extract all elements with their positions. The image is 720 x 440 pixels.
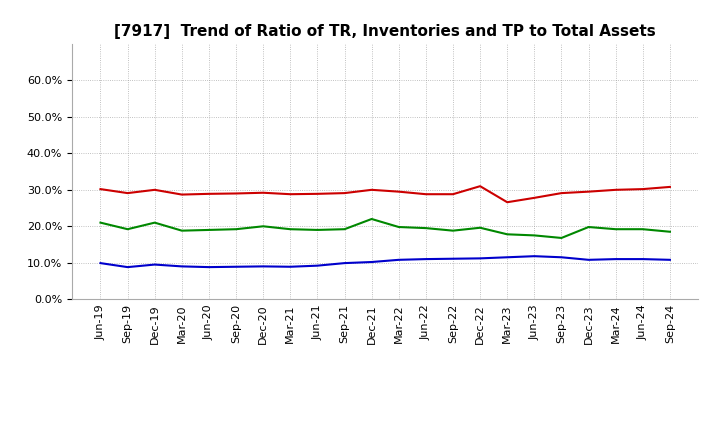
Trade Receivables [341, 191, 349, 196]
Trade Payables [476, 225, 485, 231]
Inventories [286, 264, 294, 269]
Trade Receivables [421, 191, 430, 197]
Trade Receivables [449, 191, 457, 197]
Inventories [639, 257, 647, 262]
Legend: Trade Receivables, Inventories, Trade Payables: Trade Receivables, Inventories, Trade Pa… [161, 438, 610, 440]
Trade Payables [449, 228, 457, 233]
Title: [7917]  Trend of Ratio of TR, Inventories and TP to Total Assets: [7917] Trend of Ratio of TR, Inventories… [114, 24, 656, 39]
Line: Inventories: Inventories [101, 256, 670, 267]
Trade Receivables [665, 184, 674, 190]
Trade Receivables [367, 187, 376, 192]
Trade Receivables [286, 191, 294, 197]
Trade Receivables [503, 200, 511, 205]
Trade Payables [584, 224, 593, 230]
Inventories [232, 264, 240, 269]
Trade Payables [367, 216, 376, 222]
Trade Receivables [611, 187, 620, 192]
Trade Payables [286, 227, 294, 232]
Line: Trade Payables: Trade Payables [101, 219, 670, 238]
Inventories [123, 264, 132, 270]
Trade Receivables [639, 187, 647, 192]
Trade Receivables [178, 192, 186, 197]
Inventories [395, 257, 403, 263]
Trade Payables [421, 225, 430, 231]
Trade Payables [503, 232, 511, 237]
Trade Payables [150, 220, 159, 225]
Inventories [367, 259, 376, 264]
Inventories [530, 253, 539, 259]
Inventories [204, 264, 213, 270]
Inventories [557, 255, 566, 260]
Trade Receivables [476, 183, 485, 189]
Inventories [341, 260, 349, 266]
Inventories [665, 257, 674, 263]
Trade Payables [96, 220, 105, 225]
Trade Payables [530, 233, 539, 238]
Inventories [476, 256, 485, 261]
Trade Payables [341, 227, 349, 232]
Trade Payables [313, 227, 322, 233]
Trade Receivables [313, 191, 322, 197]
Trade Payables [204, 227, 213, 233]
Inventories [421, 257, 430, 262]
Trade Payables [395, 224, 403, 230]
Inventories [96, 260, 105, 266]
Trade Payables [611, 227, 620, 232]
Trade Payables [639, 227, 647, 232]
Line: Trade Receivables: Trade Receivables [101, 186, 670, 202]
Trade Receivables [232, 191, 240, 196]
Trade Receivables [150, 187, 159, 192]
Inventories [503, 255, 511, 260]
Trade Receivables [584, 189, 593, 194]
Inventories [449, 256, 457, 261]
Inventories [150, 262, 159, 267]
Inventories [584, 257, 593, 263]
Trade Receivables [204, 191, 213, 197]
Trade Receivables [395, 189, 403, 194]
Trade Payables [232, 227, 240, 232]
Inventories [313, 263, 322, 268]
Trade Receivables [96, 187, 105, 192]
Trade Receivables [530, 195, 539, 201]
Trade Payables [665, 229, 674, 235]
Trade Payables [259, 224, 268, 229]
Trade Payables [123, 227, 132, 232]
Trade Payables [557, 235, 566, 241]
Inventories [611, 257, 620, 262]
Trade Receivables [259, 190, 268, 195]
Inventories [259, 264, 268, 269]
Inventories [178, 264, 186, 269]
Trade Receivables [123, 191, 132, 196]
Trade Payables [178, 228, 186, 233]
Trade Receivables [557, 191, 566, 196]
